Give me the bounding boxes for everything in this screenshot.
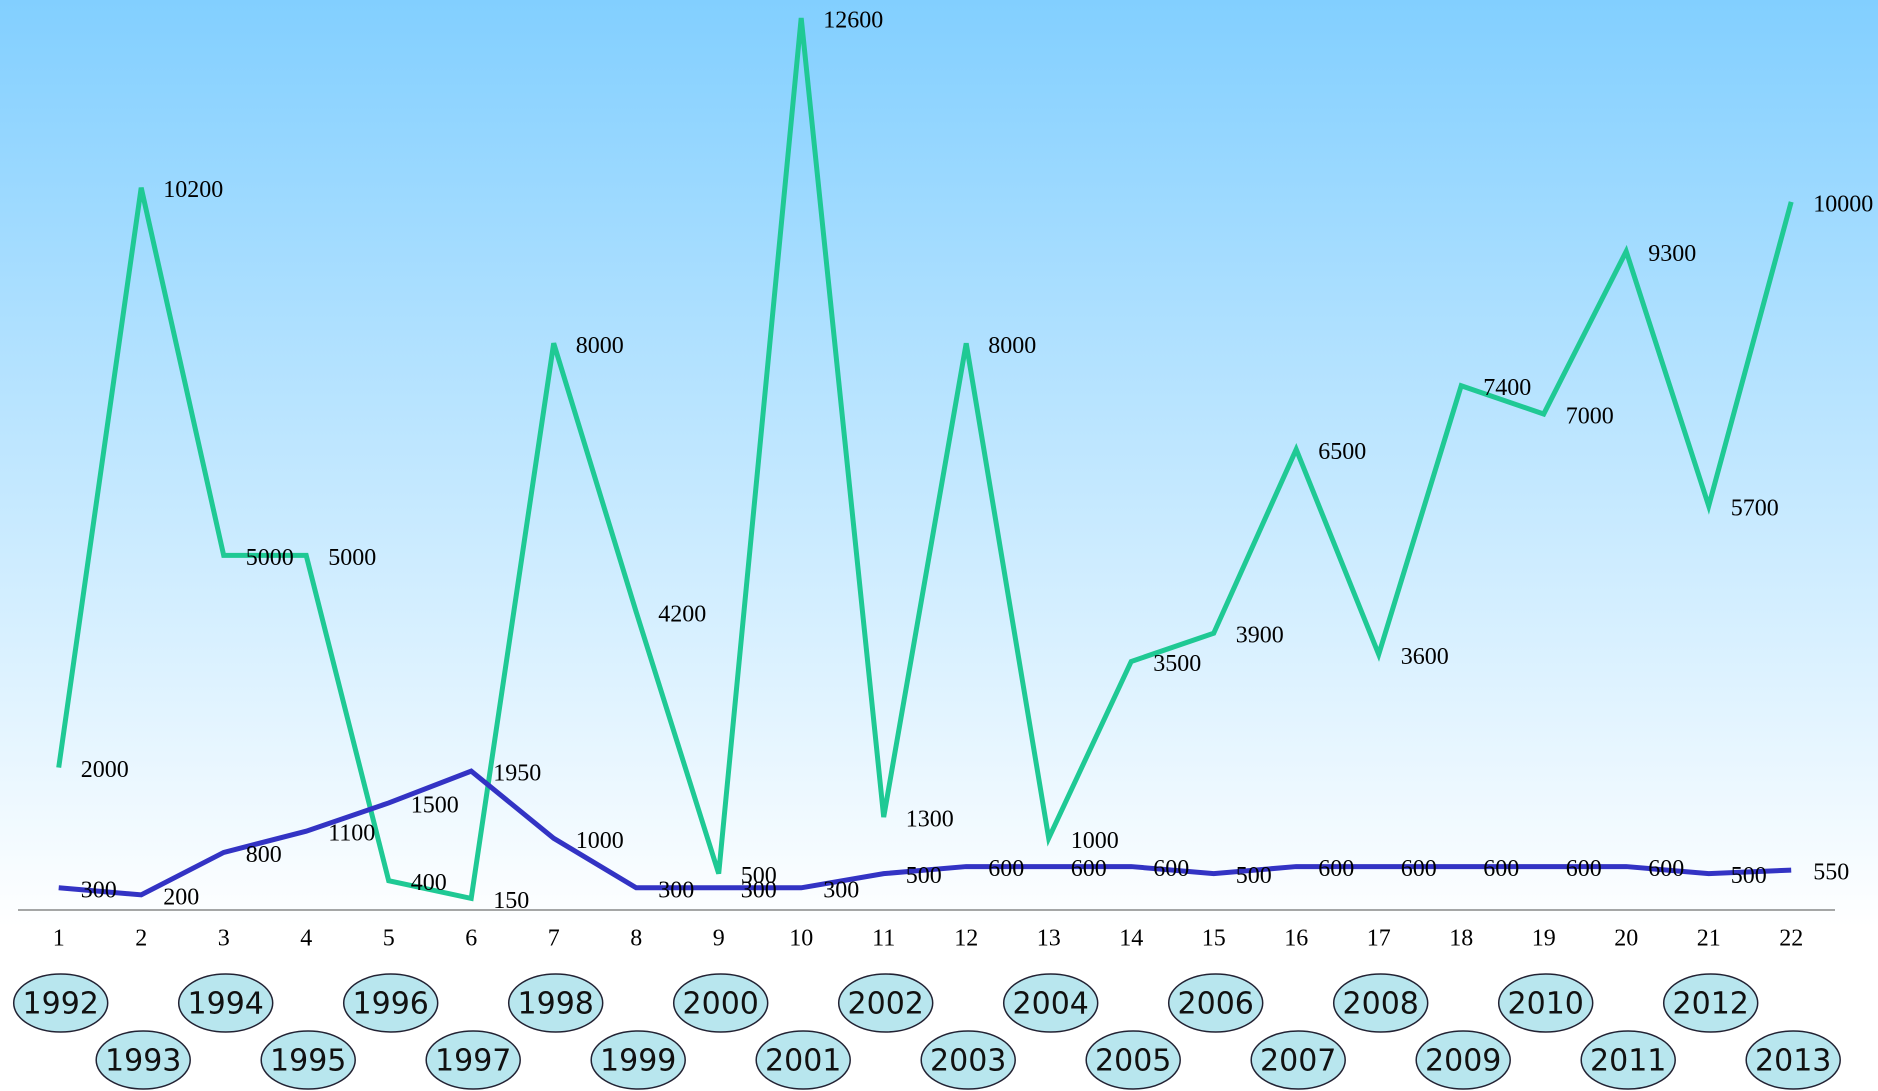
x-tick-label: 18: [1449, 926, 1473, 952]
data-label: 500: [1236, 863, 1272, 889]
x-tick-label: 7: [548, 926, 560, 952]
data-label: 12600: [823, 8, 883, 34]
year-label: 1992: [23, 987, 99, 1022]
x-tick-label: 11: [872, 926, 895, 952]
data-label: 3500: [1153, 651, 1201, 677]
x-tick-label: 17: [1367, 926, 1391, 952]
x-tick-label: 21: [1697, 926, 1721, 952]
year-label: 2006: [1178, 987, 1254, 1022]
x-tick-label: 12: [954, 926, 978, 952]
year-label: 1995: [270, 1044, 346, 1079]
data-label: 200: [163, 884, 199, 910]
data-label: 7000: [1566, 404, 1614, 430]
data-label: 3900: [1236, 623, 1284, 649]
x-tick-label: 22: [1779, 926, 1803, 952]
data-label: 150: [493, 888, 529, 914]
data-label: 600: [988, 856, 1024, 882]
x-tick-label: 16: [1284, 926, 1308, 952]
year-label: 2004: [1013, 987, 1089, 1022]
year-label: 2008: [1343, 987, 1419, 1022]
data-label: 600: [1483, 856, 1519, 882]
data-label: 800: [246, 842, 282, 868]
x-tick-label: 15: [1202, 926, 1226, 952]
x-tick-label: 3: [218, 926, 230, 952]
x-tick-label: 6: [465, 926, 477, 952]
year-label: 1994: [188, 987, 264, 1022]
x-tick-label: 2: [135, 926, 147, 952]
data-label: 1950: [493, 761, 541, 787]
data-label: 400: [411, 870, 447, 896]
year-label: 2001: [765, 1044, 841, 1079]
data-label: 600: [1071, 856, 1107, 882]
data-label: 1000: [1071, 828, 1119, 854]
year-label: 1993: [105, 1044, 181, 1079]
data-label: 500: [1731, 863, 1767, 889]
data-label: 10200: [163, 177, 223, 203]
data-label: 300: [81, 877, 117, 903]
year-label: 2005: [1095, 1044, 1171, 1079]
data-label: 8000: [576, 333, 624, 359]
data-label: 5000: [328, 545, 376, 571]
data-label: 9300: [1648, 241, 1696, 267]
data-label: 300: [741, 877, 777, 903]
data-label: 6500: [1318, 439, 1366, 465]
year-label: 1998: [518, 987, 594, 1022]
x-tick-label: 19: [1532, 926, 1556, 952]
data-label: 1100: [328, 821, 375, 847]
year-label: 2000: [683, 987, 759, 1022]
year-label: 1996: [353, 987, 429, 1022]
data-label: 300: [823, 877, 859, 903]
data-label: 300: [658, 877, 694, 903]
year-label: 2012: [1673, 987, 1749, 1022]
data-label: 600: [1318, 856, 1354, 882]
data-label: 7400: [1483, 375, 1531, 401]
data-label: 1500: [411, 792, 459, 818]
year-label: 2003: [930, 1044, 1006, 1079]
year-label: 2002: [848, 987, 924, 1022]
year-label: 2010: [1508, 987, 1584, 1022]
year-label: 2011: [1590, 1044, 1666, 1079]
data-label: 10000: [1813, 191, 1873, 217]
year-label: 2007: [1260, 1044, 1336, 1079]
data-label: 600: [1566, 856, 1602, 882]
year-label: 2013: [1755, 1044, 1831, 1079]
x-tick-label: 20: [1614, 926, 1638, 952]
data-label: 8000: [988, 333, 1036, 359]
data-label: 3600: [1401, 644, 1449, 670]
data-label: 550: [1813, 860, 1849, 886]
x-tick-label: 1: [53, 926, 65, 952]
x-tick-label: 8: [630, 926, 642, 952]
data-label: 600: [1401, 856, 1437, 882]
x-tick-label: 14: [1119, 926, 1143, 952]
data-label: 1000: [576, 828, 624, 854]
year-label: 1997: [435, 1044, 511, 1079]
data-label: 500: [906, 863, 942, 889]
data-label: 2000: [81, 757, 129, 783]
data-label: 5700: [1731, 495, 1779, 521]
x-tick-label: 10: [789, 926, 813, 952]
x-tick-label: 4: [300, 926, 312, 952]
data-label: 5000: [246, 545, 294, 571]
data-label: 600: [1153, 856, 1189, 882]
x-tick-label: 5: [383, 926, 395, 952]
page: 1234567891011121314151617181920212219921…: [0, 0, 1878, 1091]
data-label: 600: [1648, 856, 1684, 882]
data-label: 1300: [906, 807, 954, 833]
data-label: 4200: [658, 602, 706, 628]
year-label: 2009: [1425, 1044, 1501, 1079]
x-tick-label: 9: [713, 926, 725, 952]
x-tick-label: 13: [1037, 926, 1061, 952]
year-label: 1999: [600, 1044, 676, 1079]
chart: 1234567891011121314151617181920212219921…: [0, 0, 1878, 1091]
